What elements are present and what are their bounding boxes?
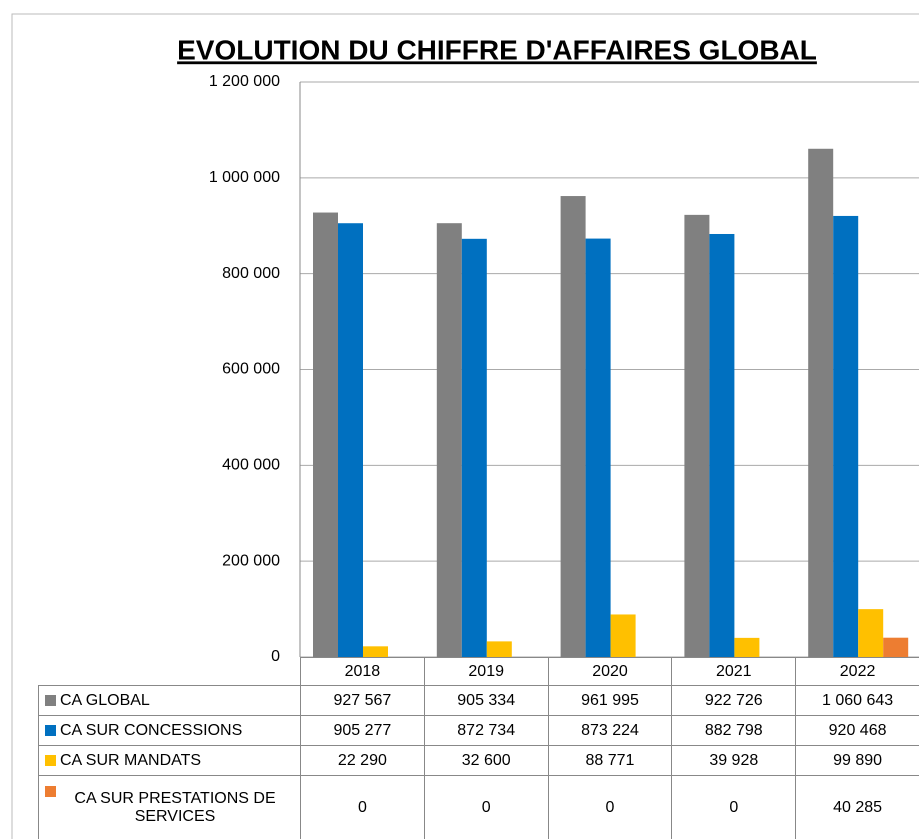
legend-entry: CA SUR CONCESSIONS: [38, 715, 301, 746]
table-value: 872 734: [423, 715, 549, 746]
bar: [363, 646, 388, 657]
bar: [833, 215, 859, 657]
table-value: 905 334: [423, 685, 549, 716]
chart-frame: [11, 13, 919, 839]
table-value: 99 890: [795, 745, 919, 776]
table-value: 88 771: [547, 745, 673, 776]
x-tick-label: 2020: [547, 657, 673, 686]
legend-label: CA GLOBAL: [60, 691, 150, 709]
legend-swatch: [45, 725, 56, 736]
bar: [684, 214, 710, 657]
legend-swatch: [45, 695, 56, 706]
legend-label: CA SUR PRESTATIONS DE SERVICES: [74, 789, 276, 825]
table-value: 922 726: [671, 685, 797, 716]
x-tick-label: 2018: [300, 657, 425, 686]
legend-entry: CA GLOBAL: [38, 685, 301, 716]
bar: [858, 609, 884, 657]
chart-title: EVOLUTION DU CHIFFRE D'AFFAIRES GLOBAL: [177, 34, 817, 65]
x-tick-label: 2021: [671, 657, 797, 686]
bar: [883, 637, 909, 657]
legend-entry: CA SUR PRESTATIONS DE SERVICES: [38, 775, 301, 839]
table-value: 22 290: [300, 745, 425, 776]
bar: [436, 223, 462, 657]
y-tick-label: 800 000: [222, 265, 280, 282]
table-value: 39 928: [671, 745, 797, 776]
y-tick-label: 1 200 000: [209, 73, 280, 90]
bar: [709, 233, 735, 658]
bar: [486, 641, 512, 657]
bar: [560, 196, 586, 657]
bar: [313, 212, 338, 657]
x-tick-label: 2019: [423, 657, 549, 686]
table-value: 920 468: [795, 715, 919, 746]
y-tick-label: 0: [271, 648, 280, 665]
table-value: 927 567: [300, 685, 425, 716]
table-value: 961 995: [547, 685, 673, 716]
y-tick-label: 600 000: [222, 361, 280, 378]
y-tick-label: 400 000: [222, 457, 280, 474]
y-tick-label: 1 000 000: [209, 169, 280, 186]
table-value: 905 277: [300, 715, 425, 746]
legend-swatch: [45, 786, 56, 797]
legend-label: CA SUR CONCESSIONS: [60, 721, 243, 739]
y-tick-label: 200 000: [222, 552, 280, 569]
bar: [338, 223, 363, 657]
table-value: 0: [423, 775, 549, 839]
table-value: 32 600: [423, 745, 549, 776]
legend-entry: CA SUR MANDATS: [38, 745, 301, 776]
table-value: 0: [547, 775, 673, 839]
legend-label: CA SUR MANDATS: [60, 751, 202, 769]
table-value: 0: [671, 775, 797, 839]
legend-swatch: [45, 755, 56, 766]
table-value: 1 060 643: [795, 685, 919, 716]
table-value: 873 224: [547, 715, 673, 746]
bar: [808, 148, 834, 658]
table-value: 40 285: [795, 775, 919, 839]
table-value: 0: [300, 775, 425, 839]
table-value: 882 798: [671, 715, 797, 746]
x-tick-label: 2022: [795, 657, 919, 686]
bar: [610, 614, 636, 657]
bar: [461, 238, 487, 658]
bar: [734, 637, 760, 657]
bar: [585, 238, 611, 657]
